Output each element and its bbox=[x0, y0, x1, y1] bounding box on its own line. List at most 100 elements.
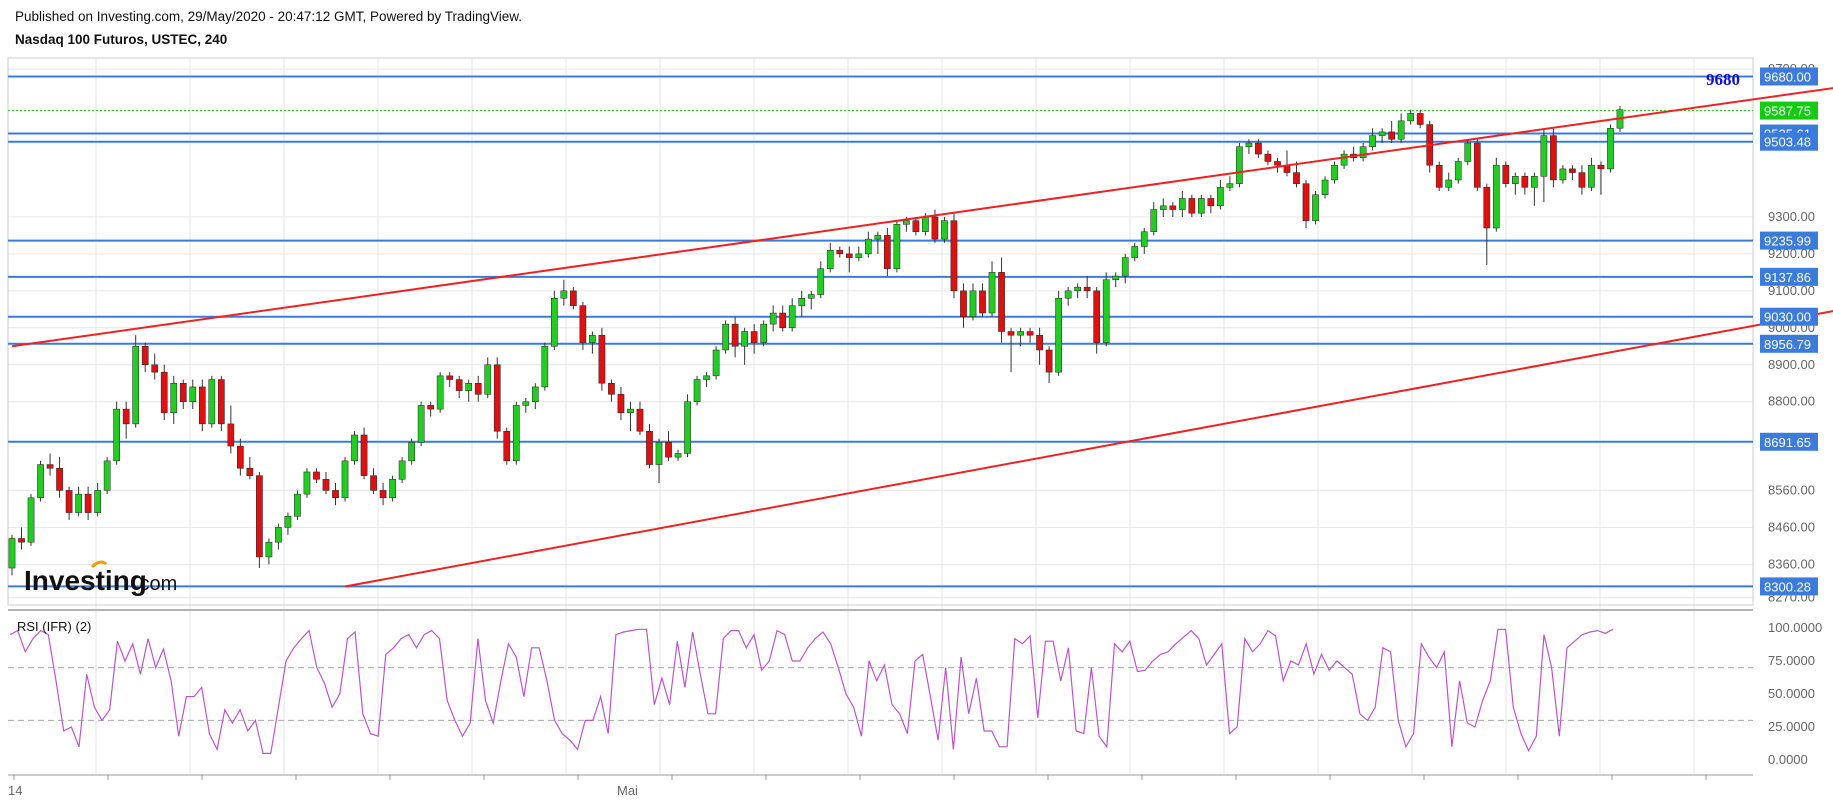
candle-body bbox=[75, 493, 82, 513]
candle-body bbox=[275, 527, 282, 543]
candle-body bbox=[189, 386, 197, 402]
candle-body bbox=[703, 375, 710, 380]
price-axis[interactable]: 8270.008360.008460.008560.008800.008900.… bbox=[1760, 61, 1818, 605]
logo-main: Investing bbox=[24, 565, 147, 596]
price-tick-label: 8560.00 bbox=[1768, 482, 1815, 497]
candle-body bbox=[417, 405, 425, 443]
candle-body bbox=[1312, 194, 1319, 221]
trend-channel[interactable] bbox=[11, 76, 1833, 588]
time-tick-label: 14 bbox=[8, 783, 22, 798]
candle-body bbox=[160, 371, 168, 414]
candle-body bbox=[779, 312, 787, 329]
candle-body bbox=[960, 290, 967, 317]
candle-body bbox=[922, 216, 929, 232]
candle-body bbox=[474, 382, 482, 395]
candle-body bbox=[1169, 205, 1177, 210]
candle-body bbox=[246, 468, 254, 476]
rsi-tick-label: 75.0000 bbox=[1768, 653, 1815, 668]
candle-body bbox=[941, 220, 948, 240]
candle-body bbox=[27, 497, 35, 543]
candle-body bbox=[826, 249, 834, 269]
candle-body bbox=[1483, 187, 1491, 229]
candle-body bbox=[56, 468, 63, 491]
level-price-tag-text: 9680.00 bbox=[1764, 69, 1811, 84]
time-axis[interactable]: 14 Mai bbox=[8, 775, 1707, 798]
candle-body bbox=[845, 253, 853, 258]
candle-body bbox=[836, 249, 844, 255]
candle-body bbox=[807, 294, 815, 299]
candle-body bbox=[1226, 183, 1234, 188]
candle-body bbox=[1093, 290, 1101, 343]
candle-body bbox=[1140, 231, 1148, 247]
candle-body bbox=[1074, 286, 1081, 292]
rsi-tick-label: 50.0000 bbox=[1768, 686, 1815, 701]
last-price-tag bbox=[1760, 101, 1818, 120]
candle-body bbox=[1112, 275, 1120, 281]
candle-body bbox=[1293, 172, 1300, 184]
support-resistance-levels bbox=[8, 75, 1753, 588]
candle-body bbox=[855, 253, 863, 258]
candle-body bbox=[503, 431, 511, 462]
candle-body bbox=[769, 312, 777, 325]
candle-body bbox=[132, 346, 140, 425]
candle-body bbox=[1207, 198, 1215, 207]
candle-body bbox=[198, 386, 206, 425]
candle-body bbox=[303, 471, 311, 495]
candle-body bbox=[874, 235, 882, 240]
candle-body bbox=[1397, 120, 1405, 140]
candle-body bbox=[1255, 142, 1262, 155]
candle-body bbox=[18, 538, 25, 543]
candle-body bbox=[1454, 161, 1462, 181]
candle-body bbox=[1064, 290, 1072, 299]
level-price-tag-text: 8956.79 bbox=[1764, 337, 1811, 352]
candle-body bbox=[1416, 113, 1424, 125]
candle-body bbox=[1178, 198, 1186, 210]
candle-body bbox=[1007, 331, 1015, 336]
candle-body bbox=[122, 408, 130, 425]
candle-body bbox=[608, 382, 615, 395]
chart-grid bbox=[7, 57, 1754, 776]
candle-body bbox=[1236, 146, 1243, 184]
rsi-panel: 100.0000 75.0000 50.0000 25.0000 0.0000 bbox=[8, 620, 1822, 767]
candle-body bbox=[1597, 164, 1605, 170]
candle-body bbox=[113, 408, 121, 462]
candle-body bbox=[665, 442, 672, 458]
candle-body bbox=[1083, 286, 1091, 292]
candle-body bbox=[731, 323, 739, 347]
candle-body bbox=[760, 323, 768, 343]
level-price-tag bbox=[1760, 67, 1818, 86]
logo-swoosh-icon bbox=[90, 560, 107, 569]
candle-body bbox=[969, 290, 977, 317]
candle-body bbox=[1121, 257, 1129, 277]
price-annotation[interactable]: 9680 bbox=[1706, 70, 1740, 89]
candle-body bbox=[151, 364, 159, 373]
price-tick-label: 9200.00 bbox=[1768, 246, 1815, 261]
level-price-tag bbox=[1760, 307, 1818, 326]
candle-body bbox=[1331, 164, 1338, 181]
candle-body bbox=[141, 346, 149, 366]
candle-body bbox=[684, 401, 691, 454]
candle-body bbox=[1131, 246, 1139, 258]
level-price-tag bbox=[1760, 432, 1818, 451]
candle-body bbox=[893, 224, 901, 269]
last-price-tag-text: 9587.75 bbox=[1764, 104, 1811, 119]
level-price-tag bbox=[1760, 577, 1818, 596]
candle-body bbox=[598, 334, 606, 384]
candle-body bbox=[636, 408, 644, 432]
candle-body bbox=[931, 216, 939, 240]
candle-body bbox=[1359, 146, 1367, 159]
candle-body bbox=[627, 408, 634, 414]
candle-body bbox=[493, 364, 501, 432]
level-price-tag-text: 9137.86 bbox=[1764, 270, 1811, 285]
candle-body bbox=[484, 364, 492, 395]
logo-suffix: .com bbox=[134, 573, 177, 595]
candle-body bbox=[1569, 168, 1576, 173]
candle-body bbox=[1150, 209, 1158, 232]
rsi-tick-label: 25.0000 bbox=[1768, 719, 1815, 734]
level-price-tag bbox=[1760, 132, 1818, 151]
level-price-tag-text: 8691.65 bbox=[1764, 435, 1811, 450]
candle-body bbox=[522, 401, 530, 406]
price-tick-label: 8460.00 bbox=[1768, 519, 1815, 534]
candle-body bbox=[864, 238, 872, 255]
